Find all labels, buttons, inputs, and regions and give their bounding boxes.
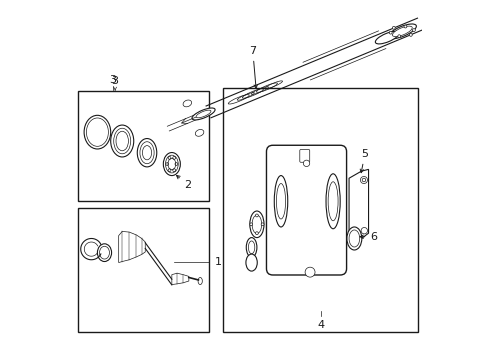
Ellipse shape bbox=[391, 26, 411, 37]
Circle shape bbox=[412, 29, 414, 31]
Circle shape bbox=[397, 35, 400, 37]
Ellipse shape bbox=[192, 108, 215, 120]
Ellipse shape bbox=[346, 227, 361, 250]
Ellipse shape bbox=[303, 160, 309, 167]
Circle shape bbox=[255, 232, 258, 235]
Circle shape bbox=[305, 267, 314, 277]
Text: 3: 3 bbox=[109, 75, 116, 85]
Circle shape bbox=[360, 176, 367, 184]
Text: 4: 4 bbox=[317, 320, 324, 330]
Circle shape bbox=[249, 223, 252, 226]
Text: 2: 2 bbox=[176, 175, 191, 190]
Ellipse shape bbox=[387, 24, 415, 39]
Text: 6: 6 bbox=[359, 232, 377, 242]
Circle shape bbox=[403, 25, 406, 28]
Ellipse shape bbox=[183, 100, 191, 107]
Ellipse shape bbox=[252, 215, 261, 234]
Ellipse shape bbox=[348, 230, 359, 247]
Ellipse shape bbox=[196, 110, 210, 118]
Ellipse shape bbox=[375, 31, 398, 44]
Text: 3: 3 bbox=[111, 76, 119, 86]
Ellipse shape bbox=[245, 254, 257, 271]
Ellipse shape bbox=[276, 184, 285, 219]
Ellipse shape bbox=[195, 130, 203, 136]
Circle shape bbox=[388, 31, 391, 34]
Text: 5: 5 bbox=[360, 149, 368, 173]
Ellipse shape bbox=[274, 176, 287, 227]
Ellipse shape bbox=[248, 241, 254, 254]
Ellipse shape bbox=[249, 211, 264, 238]
Text: 7: 7 bbox=[249, 46, 257, 88]
Circle shape bbox=[255, 214, 258, 217]
FancyBboxPatch shape bbox=[299, 149, 309, 162]
Ellipse shape bbox=[325, 174, 340, 229]
Text: 1: 1 bbox=[214, 257, 221, 266]
Circle shape bbox=[360, 228, 367, 234]
Polygon shape bbox=[348, 169, 368, 238]
Circle shape bbox=[362, 178, 365, 182]
Circle shape bbox=[261, 223, 264, 226]
Ellipse shape bbox=[327, 182, 337, 221]
Ellipse shape bbox=[246, 238, 256, 257]
Circle shape bbox=[408, 33, 411, 36]
Circle shape bbox=[391, 26, 394, 29]
